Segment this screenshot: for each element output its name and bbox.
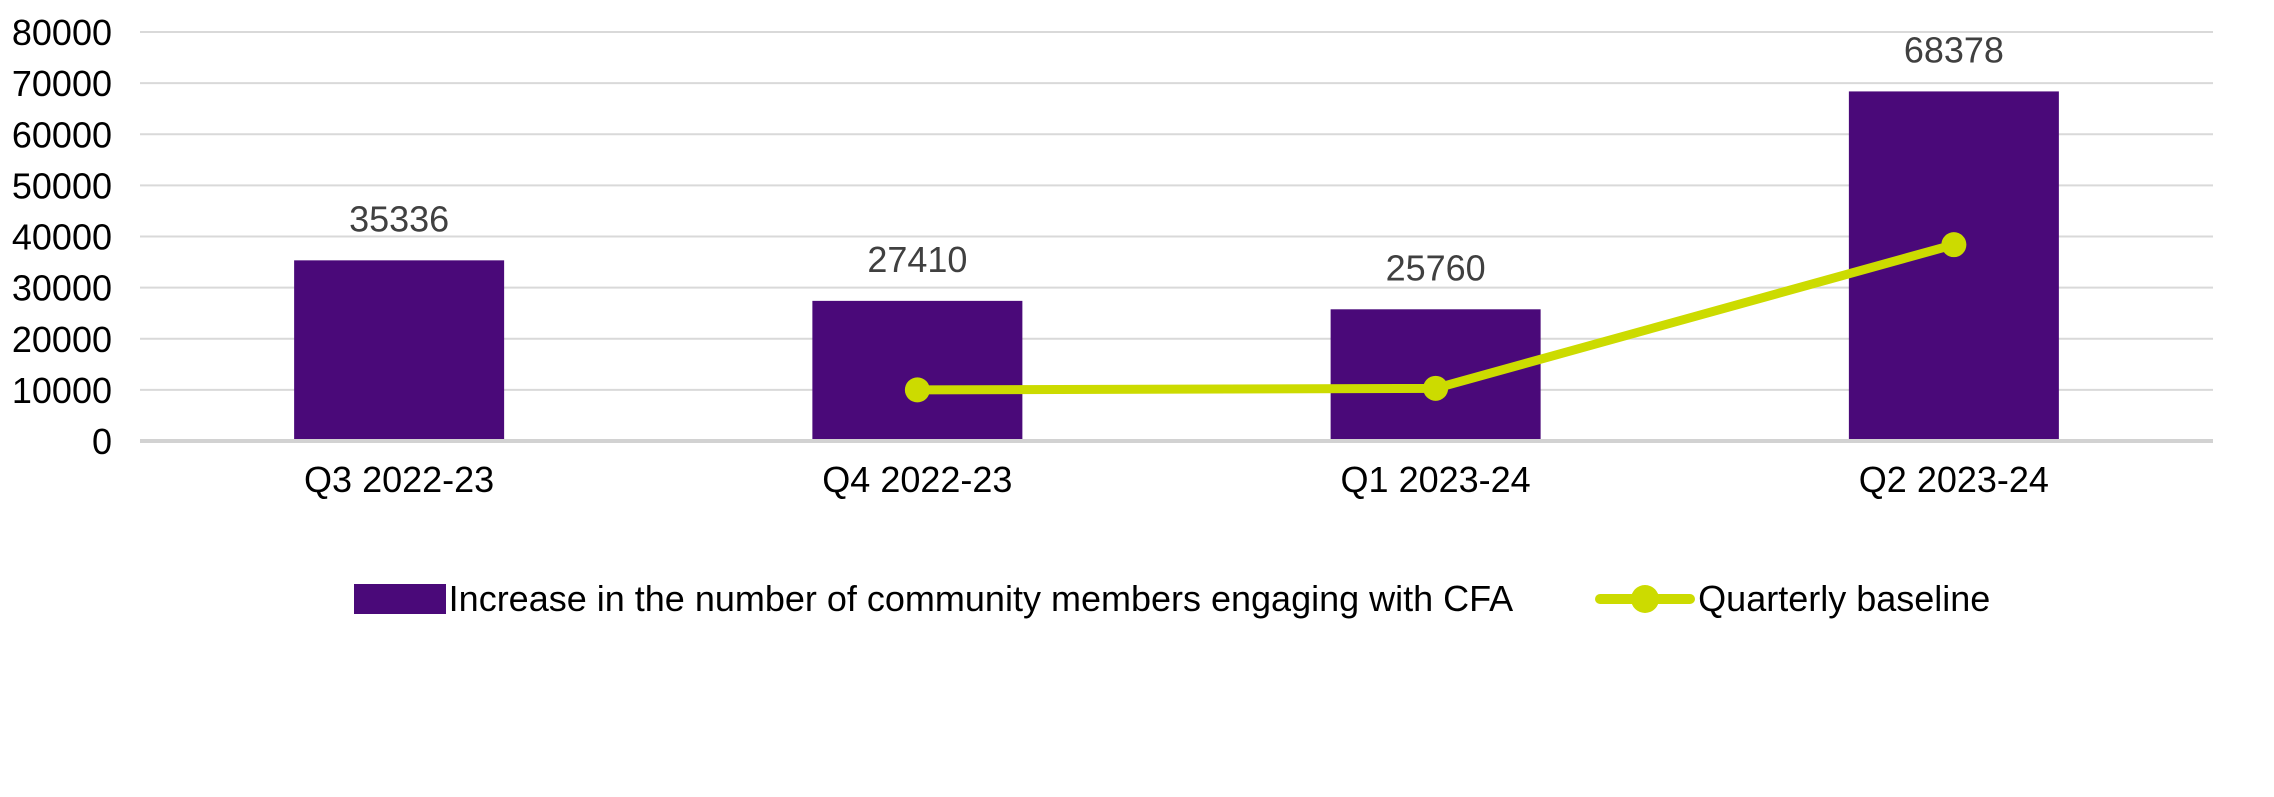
x-label-q4-2022-23: Q4 2022-23 [822,459,1012,500]
y-tick-label-70000: 70000 [12,63,112,104]
x-label-q1-2023-24: Q1 2023-24 [1341,459,1531,500]
bar-q3-2022-23 [294,260,505,439]
y-tick-label-10000: 10000 [12,370,112,411]
bar-value-label-q1-2023-24: 25760 [1386,247,1486,288]
bar-value-label-q4-2022-23: 27410 [867,239,967,280]
y-tick-label-60000: 60000 [12,114,112,155]
bar-value-label-q2-2023-24: 68378 [1904,29,2004,70]
bar-series-swatch-icon [353,584,446,614]
y-tick-label-30000: 30000 [12,268,112,309]
line-series-marker-icon [1595,585,1696,613]
plot-area: 0 10000 20000 30000 40000 50000 60000 70000 8000… [12,12,2213,500]
bar-q4-2022-23 [812,300,1023,439]
y-tick-label-50000: 50000 [12,165,112,206]
legend-item-bar-series: Increase in the number of community memb… [353,578,1514,620]
y-tick-label-0: 0 [92,421,112,462]
bar-series-label: Increase in the number of community memb… [448,578,1514,619]
baseline-marker-q2-2023-24 [1941,232,1967,258]
y-tick-label-40000: 40000 [12,217,112,258]
bar-value-label-q3-2022-23: 35336 [349,198,449,239]
bar-q1-2023-24 [1330,309,1541,439]
line-series-dot-icon [1631,585,1660,613]
baseline-marker-q1-2023-24 [1423,375,1449,401]
x-label-q2-2023-24: Q2 2023-24 [1859,459,2049,500]
line-series-label: Quarterly baseline [1698,578,1991,619]
legend-item-line-series: Quarterly baseline [1595,578,1990,620]
y-tick-label-20000: 20000 [12,319,112,360]
baseline-marker-q4-2022-23 [904,377,930,403]
y-tick-label-80000: 80000 [12,12,112,53]
x-label-q3-2022-23: Q3 2022-23 [304,459,494,500]
legend: Increase in the number of community memb… [0,578,2274,620]
